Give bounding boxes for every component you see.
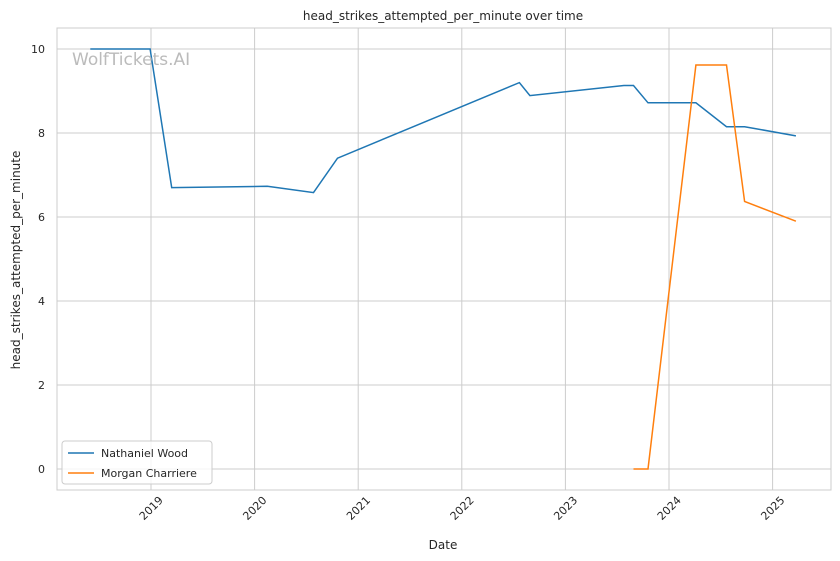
x-tick-label: 2021: [344, 494, 373, 523]
y-tick-label: 4: [38, 295, 45, 308]
y-axis-label: head_strikes_attempted_per_minute: [9, 151, 23, 370]
legend: Nathaniel Wood Morgan Charriere: [61, 440, 213, 485]
x-tick-label: 2024: [655, 494, 684, 523]
watermark: WolfTickets.AI: [72, 50, 190, 70]
series-line-nathaniel-wood: [90, 48, 797, 194]
y-tick-label: 0: [38, 463, 45, 476]
x-tick-label: 2019: [137, 494, 166, 523]
legend-label-nathaniel-wood: Nathaniel Wood: [101, 447, 188, 460]
x-tick-label: 2020: [240, 494, 269, 523]
x-tick-label: 2025: [758, 494, 787, 523]
x-tick-label: 2023: [551, 494, 580, 523]
chart-title: head_strikes_attempted_per_minute over t…: [303, 9, 583, 23]
legend-label-morgan-charriere: Morgan Charriere: [101, 467, 197, 480]
plot-frame: [56, 27, 832, 491]
series-line-morgan-charriere: [633, 64, 797, 470]
y-tick-label: 8: [38, 127, 45, 140]
y-tick-label: 2: [38, 379, 45, 392]
y-tick-label: 10: [31, 43, 45, 56]
x-axis-label: Date: [429, 538, 458, 552]
y-tick-label: 6: [38, 211, 45, 224]
x-tick-label: 2022: [448, 494, 477, 523]
